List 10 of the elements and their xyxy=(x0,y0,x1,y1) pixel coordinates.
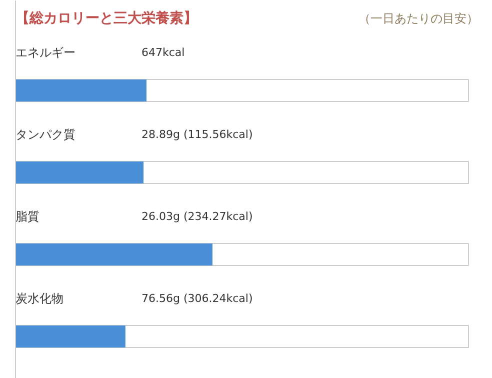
y-tick-label: 脂質 xyxy=(16,210,40,224)
annotation: 26.03g (234.27kcal) xyxy=(142,210,253,223)
annotation: 76.56g (306.24kcal) xyxy=(142,292,253,305)
text: （一日あたりの目安） xyxy=(358,12,478,26)
y-tick-label: タンパク質 xyxy=(16,128,76,142)
y-tick-label: エネルギー xyxy=(16,46,76,60)
annotation: 647kcal xyxy=(142,46,185,59)
y-tick-label: 炭水化物 xyxy=(16,292,64,306)
annotation: 28.89g (115.56kcal) xyxy=(142,128,253,141)
text: 【総カロリーと三大栄養素】 xyxy=(16,10,198,26)
